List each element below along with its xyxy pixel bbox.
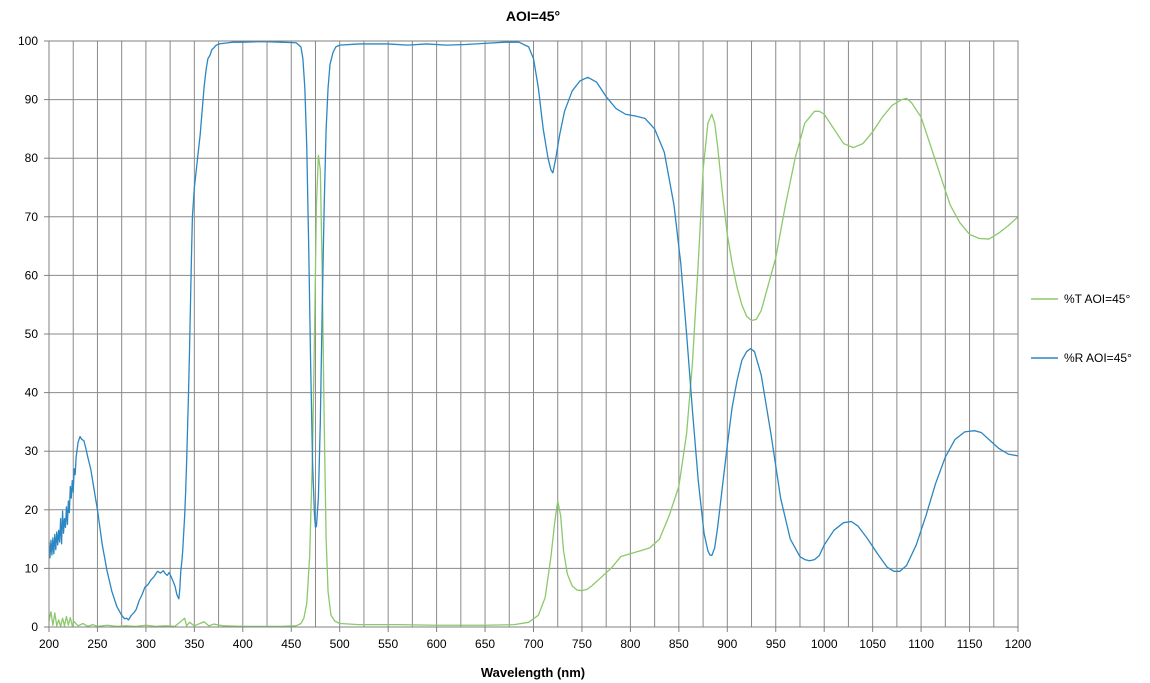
x-tick-label: 500	[330, 637, 350, 651]
series-lines	[48, 40, 1019, 628]
y-tick-label: 100	[18, 34, 38, 48]
x-tick-label: 200	[39, 637, 59, 651]
x-tick-label: 1100	[908, 637, 934, 651]
legend-label: %T AOI=45°	[1064, 292, 1130, 306]
x-tick-label: 400	[233, 637, 253, 651]
series-line-transmission	[48, 97, 1019, 628]
x-tick-label: 650	[475, 637, 495, 651]
y-tick-label: 40	[25, 386, 39, 400]
plot-area	[48, 40, 1019, 628]
y-tick-label: 50	[25, 327, 39, 341]
x-tick-label: 1000	[811, 637, 838, 651]
x-tick-label: 550	[378, 637, 398, 651]
x-tick-label: 1150	[957, 637, 983, 651]
x-tick-label: 850	[669, 637, 689, 651]
x-axis-title: Wavelength (nm)	[481, 665, 585, 680]
x-tick-label: 350	[184, 637, 204, 651]
x-tick-label: 800	[620, 637, 640, 651]
chart-title: AOI=45°	[506, 8, 560, 24]
legend-label: %R AOI=45°	[1064, 351, 1132, 365]
x-tick-label: 700	[523, 637, 543, 651]
y-tick-label: 30	[25, 444, 39, 458]
x-tick-label: 950	[766, 637, 786, 651]
x-tick-label: 250	[87, 637, 107, 651]
y-tick-label: 80	[25, 151, 39, 165]
x-tick-label: 900	[717, 637, 737, 651]
legend: %T AOI=45° %R AOI=45°	[1031, 292, 1132, 365]
y-tick-label: 90	[25, 93, 39, 107]
y-tick-label: 60	[25, 268, 39, 282]
grid	[48, 40, 1019, 628]
series-line-reflection	[48, 40, 1019, 621]
y-tick-label: 70	[25, 210, 39, 224]
x-tick-label: 450	[281, 637, 301, 651]
y-tick-label: 20	[25, 503, 39, 517]
x-tick-label: 300	[136, 637, 156, 651]
y-tick-label: 10	[25, 561, 39, 575]
x-tick-label: 1050	[859, 637, 886, 651]
y-tick-label: 0	[31, 620, 38, 634]
x-tick-label: 750	[572, 637, 592, 651]
y-axis-ticks: 0 10 20 30 40 50 60 70 80 90 100	[18, 34, 49, 634]
x-tick-label: 600	[427, 637, 447, 651]
x-tick-label: 1200	[1005, 637, 1032, 651]
x-axis-ticks: 200 250 300 350 400 450 500 550 600 650 700 750 800 8…	[39, 627, 1032, 651]
